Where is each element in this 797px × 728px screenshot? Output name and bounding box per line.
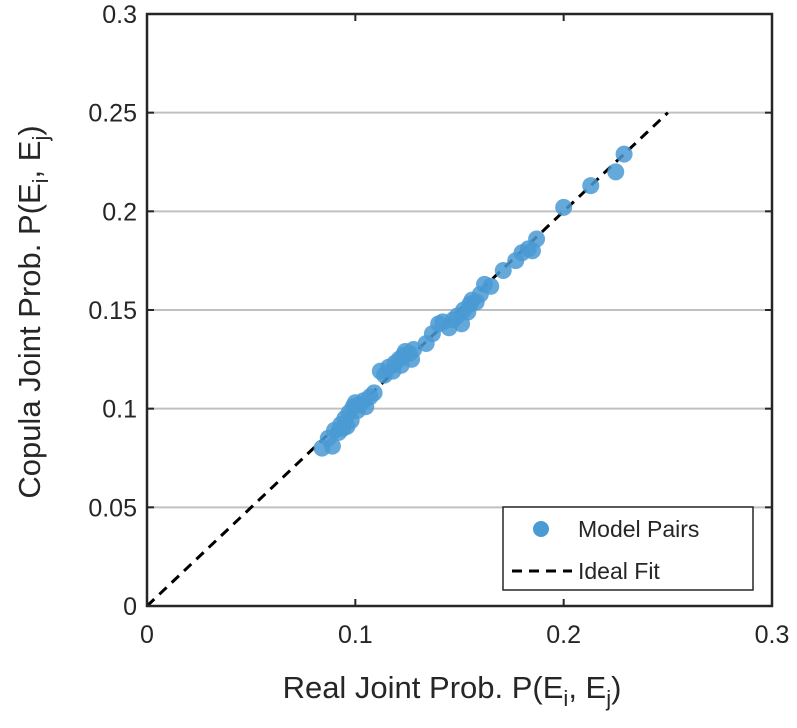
data-point <box>365 384 383 402</box>
x-tick-label: 0.3 <box>755 621 790 649</box>
x-axis-title-sub-i: i <box>563 686 568 711</box>
y-axis-title-mid: , E <box>12 141 47 179</box>
y-tick-label: 0.05 <box>88 494 137 522</box>
legend: Model Pairs Ideal Fit <box>502 506 754 591</box>
y-axis-title-sub-i: i <box>28 178 53 183</box>
x-axis-ticks: 0 0.1 0.2 0.3 <box>140 14 789 649</box>
y-axis-ticks: 0 0.05 0.1 0.15 0.2 0.25 0.3 <box>88 1 772 621</box>
x-axis-title-main: Real Joint Prob. P(E <box>283 670 564 705</box>
y-tick-label: 0.25 <box>88 100 137 128</box>
data-point <box>615 145 633 163</box>
x-axis-title-sub-j: j <box>605 686 611 711</box>
data-point <box>323 437 341 455</box>
legend-label-ideal-fit: Ideal Fit <box>578 558 660 584</box>
legend-marker-model-pairs <box>533 521 549 537</box>
x-tick-label: 0.2 <box>546 621 581 649</box>
x-tick-label: 0 <box>140 621 154 649</box>
data-point <box>482 277 500 295</box>
x-axis-title-end: ) <box>611 670 621 705</box>
legend-label-model-pairs: Model Pairs <box>578 516 699 542</box>
data-point <box>607 163 625 181</box>
x-axis-title: Real Joint Prob. P(Ei, Ej) <box>283 670 622 711</box>
model-pairs-series <box>313 145 633 457</box>
y-tick-label: 0 <box>123 593 137 621</box>
data-point <box>582 177 600 195</box>
y-axis-title-end: ) <box>12 125 47 135</box>
y-tick-label: 0.2 <box>102 198 137 226</box>
y-tick-label: 0.1 <box>102 396 137 424</box>
y-axis-title: Copula Joint Prob. P(Ei, Ej) <box>12 125 53 498</box>
data-point <box>528 230 546 248</box>
y-tick-label: 0.15 <box>88 297 137 325</box>
legend-box <box>502 506 754 591</box>
data-point <box>494 262 512 280</box>
y-tick-label: 0.3 <box>102 1 137 29</box>
y-axis-title-sub-j: j <box>28 136 53 142</box>
y-axis-title-main: Copula Joint Prob. P(E <box>12 183 47 498</box>
x-tick-label: 0.1 <box>338 621 373 649</box>
data-point <box>555 198 573 216</box>
x-axis-title-mid: , E <box>568 670 606 705</box>
